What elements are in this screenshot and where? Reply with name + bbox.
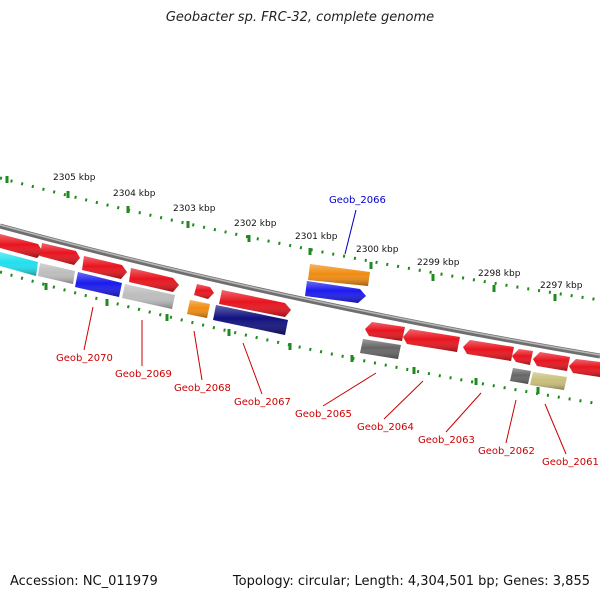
ruler-ticks bbox=[5, 176, 557, 301]
gene-label[interactable]: Geob_2061 bbox=[542, 457, 599, 468]
genome-stats-text: Topology: circular; Length: 4,304,501 bp… bbox=[232, 574, 590, 589]
leader-line-geob-2066 bbox=[344, 209, 357, 255]
ruler-label: 2302 kbp bbox=[234, 219, 277, 229]
ruler-label: 2300 kbp bbox=[356, 245, 399, 255]
gene-label[interactable]: Geob_2069 bbox=[115, 369, 172, 380]
gene-label[interactable]: Geob_2068 bbox=[174, 383, 231, 394]
outer-ruler-line bbox=[0, 176, 600, 302]
gene-labels: Geob_2066 Geob_2070 Geob_2069 Geob_2068 … bbox=[56, 195, 599, 468]
leader-line-geob-2062 bbox=[505, 399, 517, 444]
outer-ruler: 2305 kbp 2304 kbp 2303 kbp 2302 kbp 2301… bbox=[0, 173, 600, 302]
ruler-label: 2303 kbp bbox=[173, 204, 216, 214]
gene-leader-lines bbox=[83, 209, 567, 455]
reverse-strand-genes bbox=[360, 322, 600, 390]
gene-label[interactable]: Geob_2064 bbox=[357, 422, 414, 433]
leader-line-geob-2065 bbox=[322, 372, 377, 407]
leader-line-geob-2070 bbox=[83, 306, 94, 351]
leader-line-geob-2063 bbox=[445, 392, 482, 433]
ruler-label: 2301 kbp bbox=[295, 232, 338, 242]
ruler-label: 2304 kbp bbox=[113, 189, 156, 199]
genome-backbone bbox=[0, 223, 600, 359]
ruler-label: 2299 kbp bbox=[417, 258, 460, 268]
map-title: Geobacter sp. FRC-32, complete genome bbox=[165, 10, 435, 25]
ruler-label: 2298 kbp bbox=[478, 269, 521, 279]
gene-label[interactable]: Geob_2065 bbox=[295, 409, 352, 420]
leader-line-geob-2061 bbox=[544, 403, 567, 455]
ruler-label: 2305 kbp bbox=[53, 173, 96, 183]
genome-backbone-highlight bbox=[0, 224, 600, 356]
gene-label[interactable]: Geob_2062 bbox=[478, 446, 535, 457]
ruler-label: 2297 kbp bbox=[540, 281, 583, 291]
accession-text: Accession: NC_011979 bbox=[10, 574, 158, 589]
second-row-genes bbox=[0, 252, 288, 335]
forward-strand-genes bbox=[0, 234, 370, 317]
gene-label[interactable]: Geob_2063 bbox=[418, 435, 475, 446]
gene-label[interactable]: Geob_2067 bbox=[234, 397, 291, 408]
gene-label[interactable]: Geob_2066 bbox=[329, 195, 386, 206]
leader-line-geob-2067 bbox=[242, 342, 263, 395]
leader-line-geob-2064 bbox=[383, 380, 424, 420]
inner-ruler bbox=[0, 270, 600, 406]
gene-label[interactable]: Geob_2070 bbox=[56, 353, 113, 364]
leader-line-geob-2068 bbox=[193, 330, 203, 381]
